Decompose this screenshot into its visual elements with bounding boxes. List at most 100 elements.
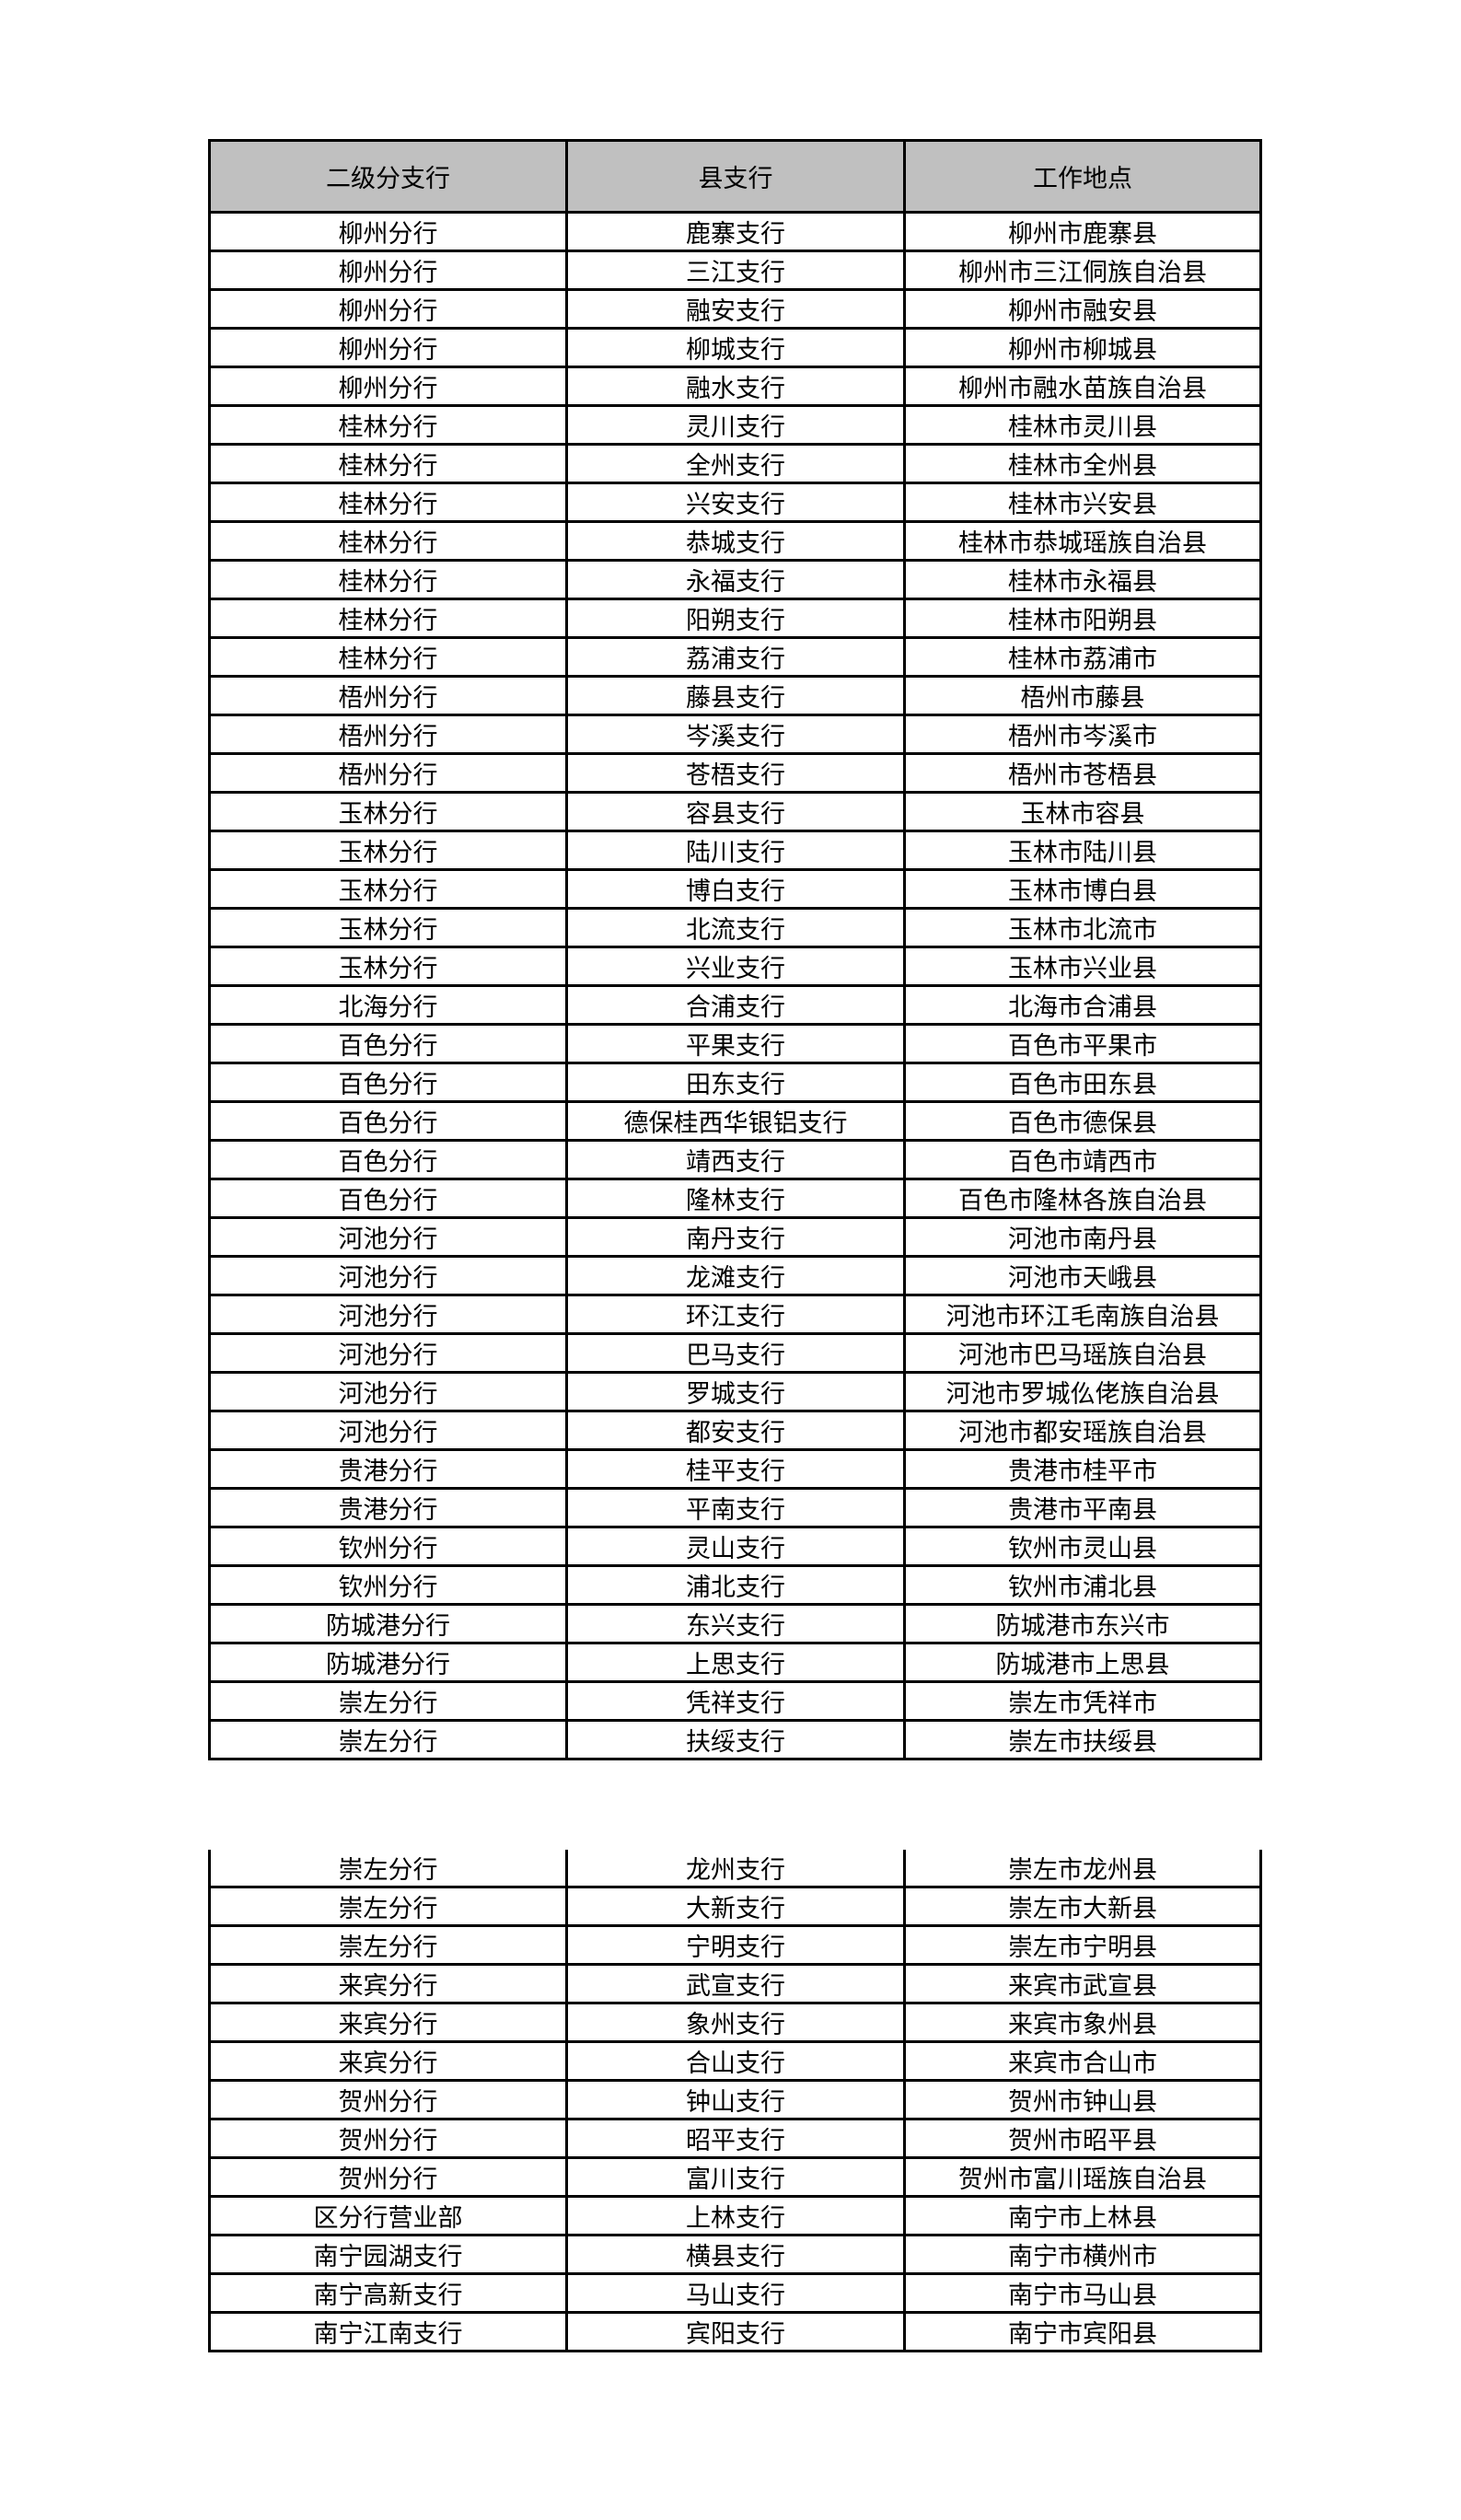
table-row: 柳州分行 三江支行 柳州市三江侗族自治县	[208, 250, 1262, 291]
table-row: 区分行营业部 上林支行 南宁市上林县	[208, 2195, 1262, 2236]
work-location-cell: 贺州市钟山县	[903, 2079, 1262, 2120]
secondary-branch-cell: 桂林分行	[208, 636, 568, 678]
work-location-cell: 北海市合浦县	[903, 984, 1262, 1026]
secondary-branch-cell: 崇左分行	[208, 1850, 568, 1888]
county-branch-cell: 阳朔支行	[565, 598, 906, 639]
secondary-branch-cell: 南宁江南支行	[208, 2311, 568, 2352]
work-location-cell: 玉林市容县	[903, 791, 1262, 832]
county-branch-cell: 上思支行	[565, 1642, 906, 1683]
secondary-branch-cell: 来宾分行	[208, 1963, 568, 2004]
work-location-cell: 钦州市灵山县	[903, 1526, 1262, 1567]
work-location-cell: 柳州市三江侗族自治县	[903, 250, 1262, 291]
work-location-cell: 崇左市大新县	[903, 1886, 1262, 1927]
county-branch-cell: 龙滩支行	[565, 1255, 906, 1296]
county-branch-cell: 昭平支行	[565, 2118, 906, 2159]
secondary-branch-cell: 贵港分行	[208, 1448, 568, 1490]
work-location-cell: 贵港市平南县	[903, 1487, 1262, 1528]
secondary-branch-cell: 河池分行	[208, 1294, 568, 1335]
work-location-cell: 来宾市合山市	[903, 2040, 1262, 2082]
secondary-branch-cell: 南宁园湖支行	[208, 2234, 568, 2275]
secondary-branch-cell: 河池分行	[208, 1332, 568, 1374]
table-row: 贺州分行 钟山支行 贺州市钟山县	[208, 2079, 1262, 2120]
county-branch-cell: 平果支行	[565, 1023, 906, 1064]
table-row: 百色分行 靖西支行 百色市靖西市	[208, 1139, 1262, 1180]
table-row: 百色分行 德保桂西华银铝支行 百色市德保县	[208, 1100, 1262, 1142]
work-location-cell: 崇左市龙州县	[903, 1850, 1262, 1888]
table-row: 崇左分行 龙州支行 崇左市龙州县	[208, 1850, 1262, 1888]
table-row: 河池分行 巴马支行 河池市巴马瑶族自治县	[208, 1332, 1262, 1374]
county-branch-cell: 马山支行	[565, 2272, 906, 2314]
work-location-cell: 河池市巴马瑶族自治县	[903, 1332, 1262, 1374]
table-row: 河池分行 龙滩支行 河池市天峨县	[208, 1255, 1262, 1296]
secondary-branch-cell: 崇左分行	[208, 1680, 568, 1722]
work-location-cell: 桂林市灵川县	[903, 404, 1262, 446]
secondary-branch-cell: 贵港分行	[208, 1487, 568, 1528]
work-location-cell: 桂林市阳朔县	[903, 598, 1262, 639]
work-location-cell: 梧州市苍梧县	[903, 752, 1262, 794]
secondary-branch-cell: 崇左分行	[208, 1924, 568, 1966]
county-branch-cell: 浦北支行	[565, 1564, 906, 1606]
work-location-cell: 桂林市全州县	[903, 443, 1262, 484]
work-location-cell: 防城港市东兴市	[903, 1603, 1262, 1644]
table-row: 梧州分行 岑溪支行 梧州市岑溪市	[208, 714, 1262, 755]
county-branch-cell: 大新支行	[565, 1886, 906, 1927]
county-branch-cell: 鹿寨支行	[565, 211, 906, 252]
secondary-branch-cell: 桂林分行	[208, 598, 568, 639]
county-branch-cell: 三江支行	[565, 250, 906, 291]
county-branch-cell: 岑溪支行	[565, 714, 906, 755]
secondary-branch-cell: 来宾分行	[208, 2040, 568, 2082]
table-row: 防城港分行 东兴支行 防城港市东兴市	[208, 1603, 1262, 1644]
work-location-cell: 河池市罗城仫佬族自治县	[903, 1371, 1262, 1412]
table-row: 百色分行 平果支行 百色市平果市	[208, 1023, 1262, 1064]
work-location-cell: 河池市环江毛南族自治县	[903, 1294, 1262, 1335]
secondary-branch-cell: 防城港分行	[208, 1642, 568, 1683]
secondary-branch-cell: 河池分行	[208, 1255, 568, 1296]
work-location-cell: 贺州市富川瑶族自治县	[903, 2156, 1262, 2198]
county-branch-cell: 扶绥支行	[565, 1719, 906, 1760]
secondary-branch-cell: 来宾分行	[208, 2002, 568, 2043]
table-row: 河池分行 罗城支行 河池市罗城仫佬族自治县	[208, 1371, 1262, 1412]
work-location-cell: 贵港市桂平市	[903, 1448, 1262, 1490]
county-branch-cell: 兴业支行	[565, 946, 906, 987]
county-branch-cell: 隆林支行	[565, 1178, 906, 1219]
county-branch-cell: 荔浦支行	[565, 636, 906, 678]
work-location-cell: 百色市靖西市	[903, 1139, 1262, 1180]
secondary-branch-cell: 玉林分行	[208, 907, 568, 948]
work-location-cell: 桂林市恭城瑶族自治县	[903, 520, 1262, 562]
secondary-branch-cell: 梧州分行	[208, 752, 568, 794]
secondary-branch-cell: 桂林分行	[208, 443, 568, 484]
county-branch-cell: 柳城支行	[565, 327, 906, 368]
work-location-cell: 河池市都安瑶族自治县	[903, 1410, 1262, 1451]
work-location-cell: 河池市天峨县	[903, 1255, 1262, 1296]
work-location-cell: 柳州市柳城县	[903, 327, 1262, 368]
secondary-branch-cell: 北海分行	[208, 984, 568, 1026]
secondary-branch-cell: 柳州分行	[208, 327, 568, 368]
secondary-branch-cell: 崇左分行	[208, 1719, 568, 1760]
work-location-cell: 来宾市象州县	[903, 2002, 1262, 2043]
table-row: 钦州分行 浦北支行 钦州市浦北县	[208, 1564, 1262, 1606]
table-row: 桂林分行 灵川支行 桂林市灵川县	[208, 404, 1262, 446]
county-branch-cell: 融水支行	[565, 366, 906, 407]
table-row: 柳州分行 融安支行 柳州市融安县	[208, 288, 1262, 330]
table-row: 玉林分行 博白支行 玉林市博白县	[208, 868, 1262, 910]
county-branch-cell: 象州支行	[565, 2002, 906, 2043]
county-branch-cell: 灵山支行	[565, 1526, 906, 1567]
header-secondary-branch: 二级分支行	[208, 139, 568, 214]
work-location-cell: 玉林市博白县	[903, 868, 1262, 910]
table-row: 来宾分行 武宣支行 来宾市武宣县	[208, 1963, 1262, 2004]
secondary-branch-cell: 河池分行	[208, 1410, 568, 1451]
county-branch-cell: 田东支行	[565, 1062, 906, 1103]
work-location-cell: 百色市隆林各族自治县	[903, 1178, 1262, 1219]
work-location-cell: 南宁市马山县	[903, 2272, 1262, 2314]
county-branch-cell: 永福支行	[565, 559, 906, 600]
table-row: 梧州分行 苍梧支行 梧州市苍梧县	[208, 752, 1262, 794]
county-branch-cell: 陆川支行	[565, 830, 906, 871]
county-branch-cell: 宾阳支行	[565, 2311, 906, 2352]
work-location-cell: 玉林市北流市	[903, 907, 1262, 948]
secondary-branch-cell: 柳州分行	[208, 250, 568, 291]
branch-table-part2: 崇左分行 龙州支行 崇左市龙州县 崇左分行 大新支行 崇左市大新县 崇左分行 宁明支行 崇左市宁…	[208, 1850, 1262, 2352]
county-branch-cell: 横县支行	[565, 2234, 906, 2275]
table-row: 河池分行 环江支行 河池市环江毛南族自治县	[208, 1294, 1262, 1335]
secondary-branch-cell: 钦州分行	[208, 1526, 568, 1567]
county-branch-cell: 博白支行	[565, 868, 906, 910]
